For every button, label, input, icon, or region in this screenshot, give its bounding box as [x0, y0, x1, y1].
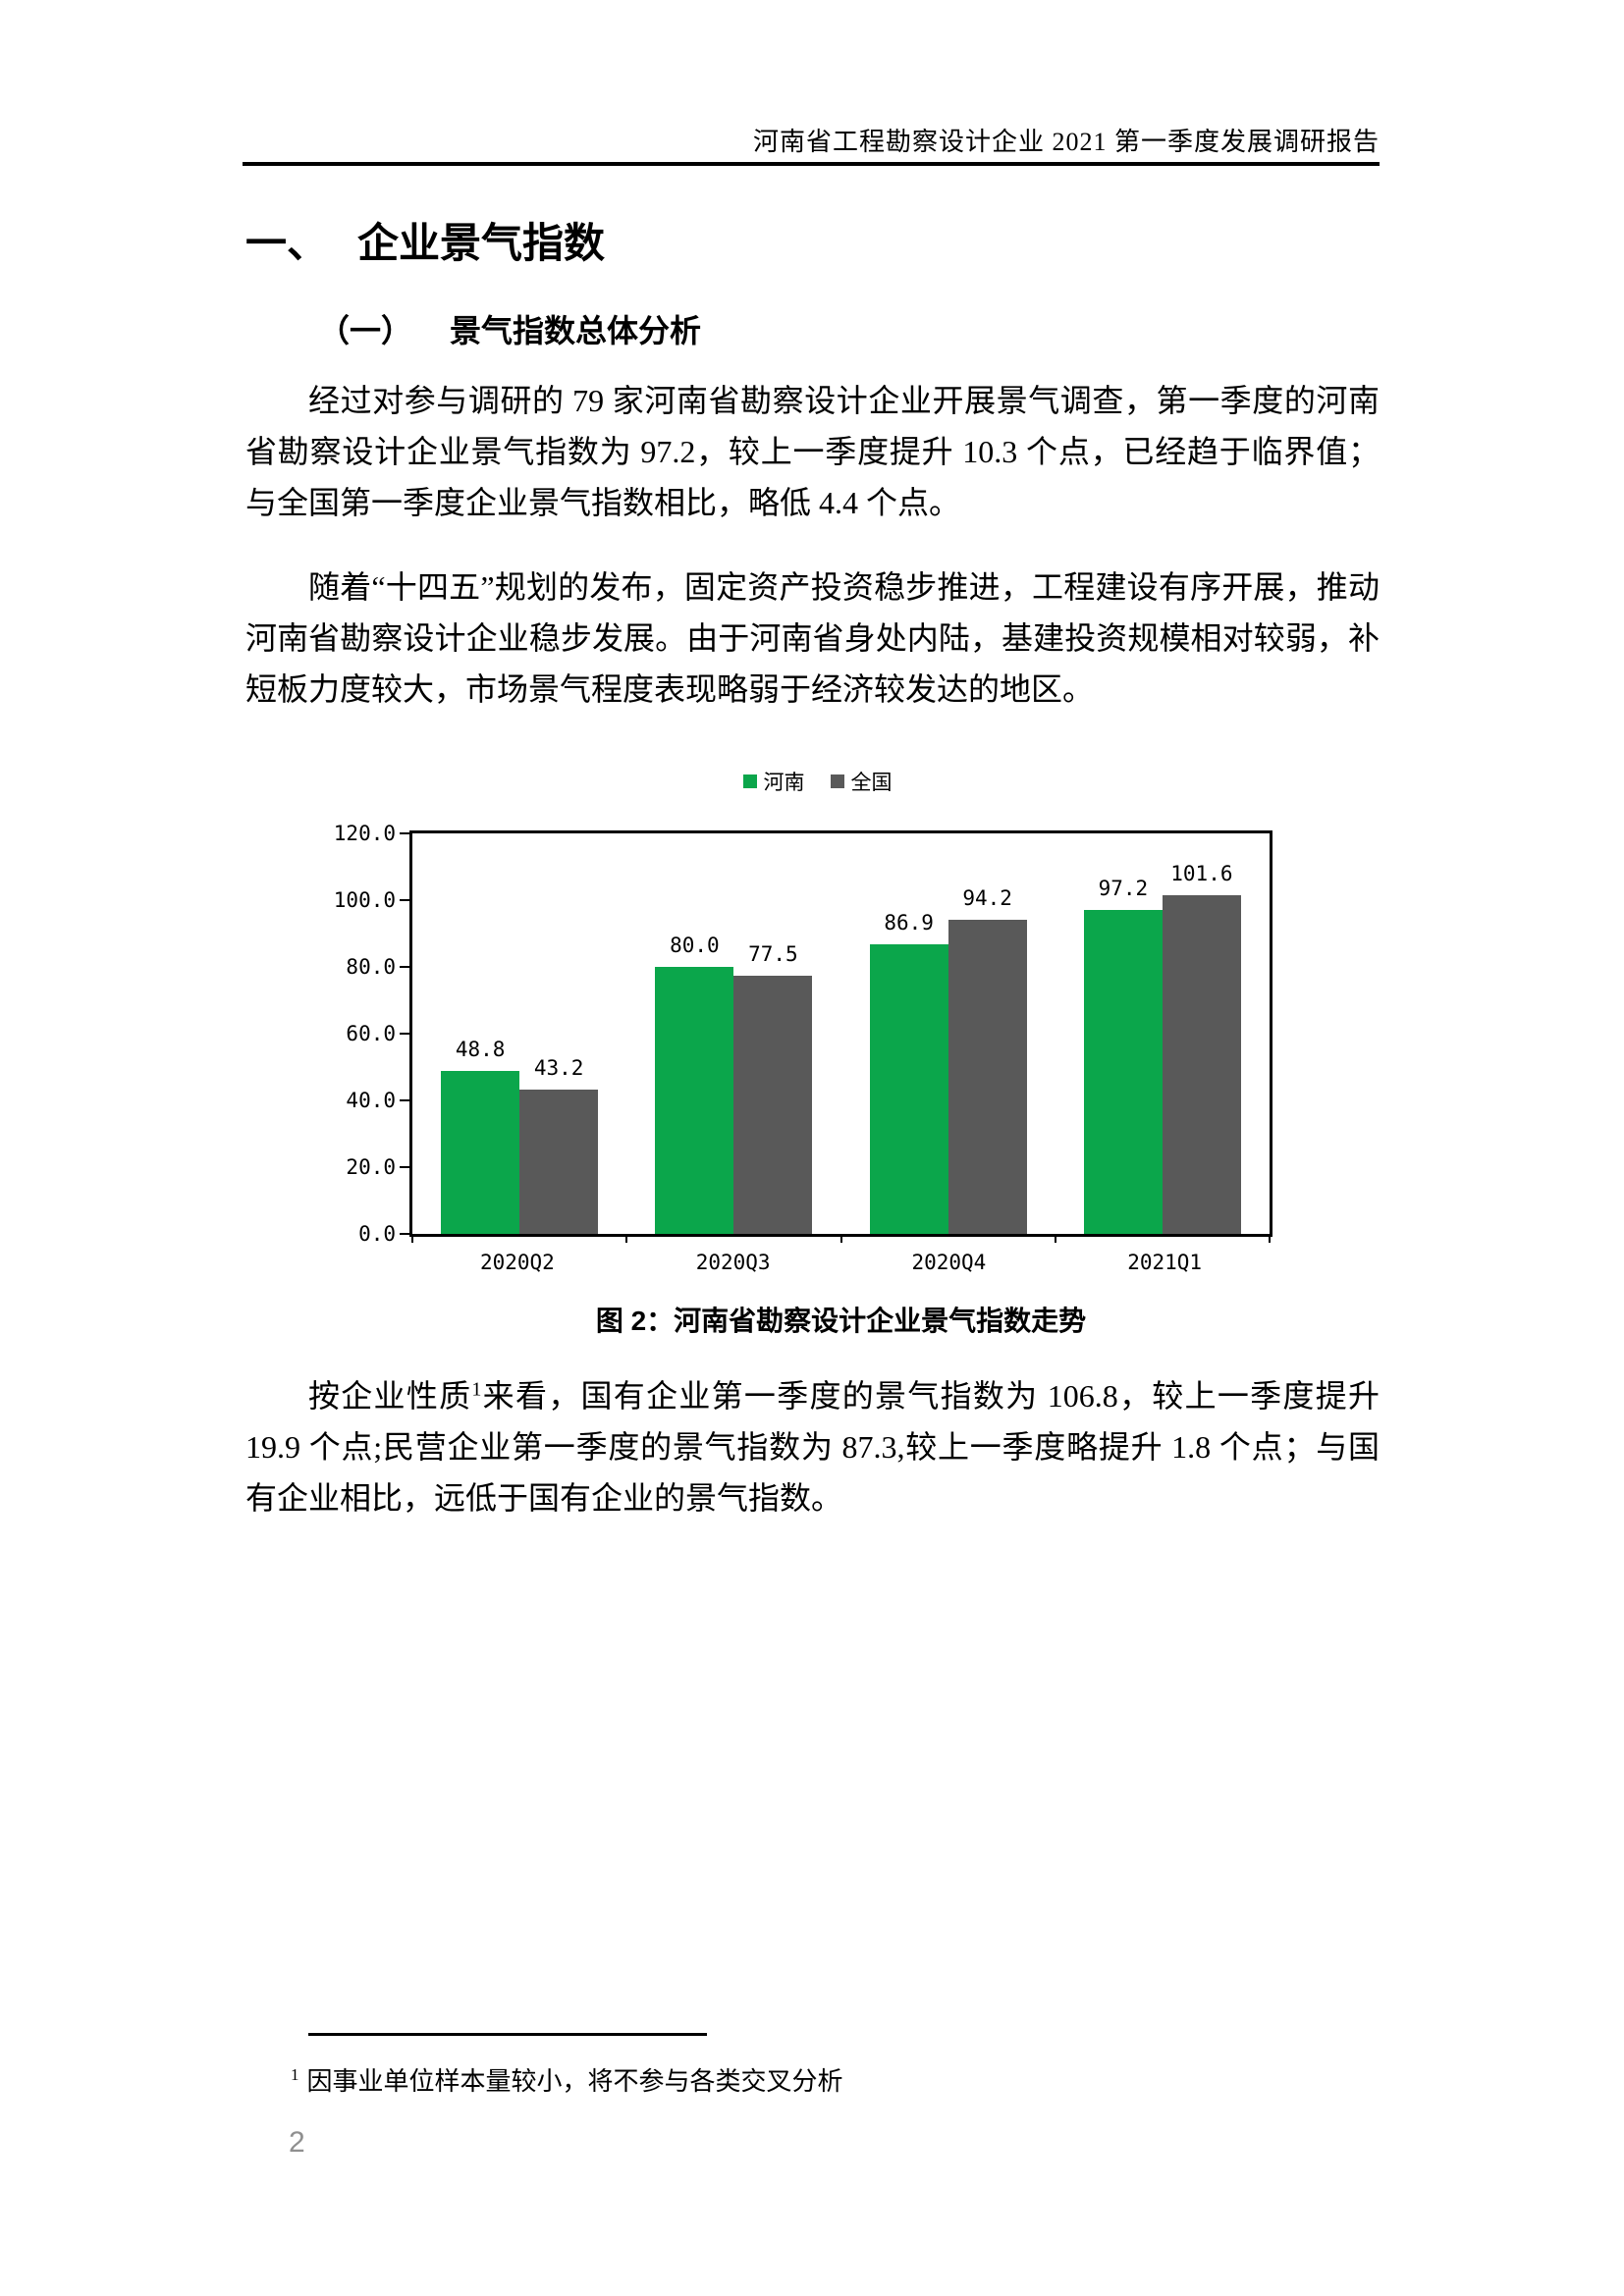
bar-全国-2021Q1: [1162, 894, 1241, 1234]
y-tick-label: 40.0: [346, 1089, 396, 1113]
x-tick-mark: [839, 1234, 842, 1243]
y-tick-mark: [400, 1166, 409, 1169]
x-axis-labels: 2020Q2 2020Q3 2020Q4 2021Q1: [409, 1251, 1272, 1280]
y-tick-label: 100.0: [333, 888, 396, 912]
chart-legend: 河南 全国: [386, 767, 1249, 796]
footnote-reference: 1: [471, 1378, 482, 1401]
y-tick-mark: [400, 1099, 409, 1102]
page-number: 2: [289, 2126, 305, 2159]
y-tick-mark: [400, 1233, 409, 1235]
y-tick-mark: [400, 1033, 409, 1035]
bar-value-label: 43.2: [533, 1056, 584, 1081]
legend-label: 河南: [763, 771, 805, 794]
legend-swatch-icon: [742, 774, 757, 788]
subsection-heading: （一） 景气指数总体分析: [318, 306, 701, 351]
bar-全国-2020Q3: [733, 975, 813, 1234]
paragraph-3: 按企业性质1来看，国有企业第一季度的景气指数为 106.8，较上一季度提升 19…: [245, 1370, 1380, 1523]
y-tick-label: 20.0: [346, 1155, 396, 1180]
x-tick-label: 2020Q4: [911, 1251, 987, 1274]
footnote-text: 因事业单位样本量较小，将不参与各类交叉分析: [306, 2067, 843, 2096]
plot-area: 0.0 20.0 40.0 60.0 80.0 100.0 120.0 48.8 80.0 86.…: [334, 822, 1272, 1246]
footnote-separator: [308, 2033, 707, 2036]
legend-label: 全国: [850, 771, 893, 794]
y-tick-label: 120.0: [333, 822, 396, 845]
bar-value-label: 94.2: [962, 885, 1012, 910]
x-tick-mark: [1054, 1234, 1056, 1243]
x-tick-mark: [625, 1234, 628, 1243]
x-tick-label: 2020Q2: [479, 1251, 555, 1274]
x-tick-mark: [1269, 1234, 1271, 1243]
y-tick-mark: [400, 832, 409, 834]
bar-value-label: 77.5: [748, 941, 798, 966]
section-title: 企业景气指数: [357, 220, 606, 266]
section-number: 一、: [245, 220, 329, 266]
paragraph-3-text-cont: 来看，国有企业第一季度的景气指数为 106.8，较上一季度提升 19.9 个点;…: [245, 1378, 1380, 1516]
bar-河南-2020Q3: [655, 967, 734, 1234]
bar-value-label: 86.9: [884, 910, 934, 934]
bar-河南-2020Q4: [869, 943, 948, 1234]
subsection-title: 景气指数总体分析: [450, 313, 702, 348]
paragraph-3-text: 按企业性质: [308, 1378, 472, 1414]
subsection-number: （一）: [318, 313, 413, 348]
y-tick-label: 80.0: [346, 955, 396, 980]
paragraph-2: 随着“十四五”规划的发布，固定资产投资稳步推进，工程建设有序开展，推动河南省勘察…: [245, 569, 1380, 707]
y-tick-mark: [400, 966, 409, 969]
y-tick-mark: [400, 899, 409, 901]
x-tick-mark: [411, 1234, 413, 1243]
footnote: 1 因事业单位样本量较小，将不参与各类交叉分析: [291, 2061, 843, 2098]
legend-item: 河南: [742, 767, 805, 796]
bar-value-label: 80.0: [670, 934, 720, 958]
bar-河南-2020Q2: [441, 1071, 520, 1234]
x-tick-label: 2021Q1: [1127, 1251, 1203, 1274]
bar-全国-2020Q4: [947, 919, 1027, 1234]
y-tick-label: 0.0: [358, 1222, 396, 1246]
section-heading: 一、 企业景气指数: [245, 210, 605, 270]
y-tick-label: 60.0: [346, 1022, 396, 1045]
bar-value-label: 101.6: [1170, 861, 1233, 885]
x-tick-label: 2020Q3: [695, 1251, 771, 1274]
bar-value-label: 48.8: [455, 1038, 506, 1062]
legend-swatch-icon: [830, 774, 844, 788]
bar-河南-2021Q1: [1083, 909, 1163, 1234]
header-rule: [243, 162, 1380, 166]
paragraph-1: 经过对参与调研的 79 家河南省勘察设计企业开展景气调查，第一季度的河南省勘察设…: [245, 383, 1380, 520]
legend-item: 全国: [830, 767, 893, 796]
bar-value-label: 97.2: [1098, 876, 1149, 900]
figure-caption: 图 2：河南省勘察设计企业景气指数走势: [595, 1306, 1087, 1336]
bar-全国-2020Q2: [519, 1090, 599, 1234]
footnote-marker: 1: [291, 2065, 299, 2085]
page-header-title: 河南省工程勘察设计企业 2021 第一季度发展调研报告: [752, 128, 1380, 156]
